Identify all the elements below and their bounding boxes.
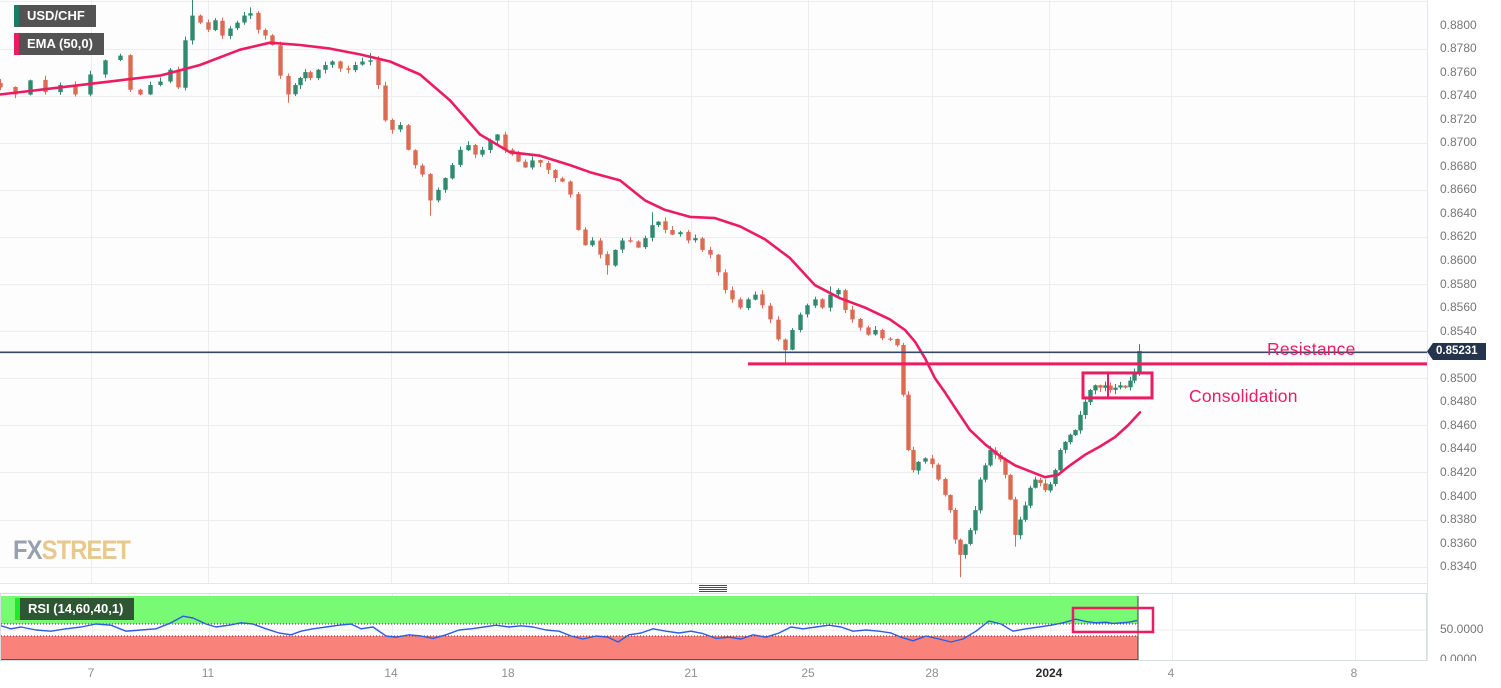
price-tick-label: 0.8540 xyxy=(1440,323,1477,338)
price-tick-label: 0.8680 xyxy=(1440,158,1477,173)
time-tick-label: 7 xyxy=(87,666,95,680)
price-tick-label: 0.8380 xyxy=(1440,512,1477,527)
time-axis[interactable]: 7 11 14 18 21 25 28 2024 4 8 xyxy=(0,661,1501,688)
price-tick-label: 0.8420 xyxy=(1440,464,1477,479)
time-tick-label: 21 xyxy=(684,666,698,680)
rsi-chart-canvas[interactable] xyxy=(1,594,1426,660)
symbol-legend[interactable]: USD/CHF xyxy=(14,5,96,27)
rsi-legend[interactable]: RSI (14,60,40,1) xyxy=(15,598,135,620)
symbol-legend-label: USD/CHF xyxy=(27,8,85,23)
price-tick-label: 0.8700 xyxy=(1440,135,1477,150)
current-price-badge: 0.85231 xyxy=(1427,343,1486,360)
rsi-legend-color-bar xyxy=(15,598,20,620)
price-tick-label: 0.8760 xyxy=(1440,64,1477,79)
pane-separator xyxy=(0,584,1427,593)
price-tick-label: 0.8720 xyxy=(1440,111,1477,126)
price-tick-label: 0.8800 xyxy=(1440,17,1477,32)
price-tick-label: 0.8360 xyxy=(1440,535,1477,550)
time-tick-label: 28 xyxy=(925,666,939,680)
time-tick-label: 11 xyxy=(201,666,215,680)
price-tick-label: 0.8500 xyxy=(1440,370,1477,385)
fxstreet-watermark-fx: FX xyxy=(13,535,42,565)
symbol-legend-color-bar xyxy=(14,5,19,27)
price-axis[interactable]: 0.85231 0.8800 0.8780 0.8760 0.8740 0.8720 0.… xyxy=(1427,0,1501,666)
price-tick-label: 0.8440 xyxy=(1440,441,1477,456)
price-tick-label: 0.8620 xyxy=(1440,229,1477,244)
time-tick-label: 4 xyxy=(1167,666,1175,680)
rsi-legend-label: RSI (14,60,40,1) xyxy=(28,601,124,616)
ema-legend-label: EMA (50,0) xyxy=(27,36,93,51)
price-tick-label: 0.8780 xyxy=(1440,41,1477,56)
price-tick-label: 0.8340 xyxy=(1440,559,1477,574)
price-tick-label: 0.8560 xyxy=(1440,300,1477,315)
price-tick-label: 0.8400 xyxy=(1440,488,1477,503)
resistance-annotation-label[interactable]: Resistance xyxy=(1267,339,1356,359)
price-pane[interactable]: USD/CHF EMA (50,0) Resistance Consolidat… xyxy=(0,0,1427,584)
time-tick-label: 14 xyxy=(384,666,398,680)
fxstreet-watermark: FXSTREET xyxy=(13,535,131,566)
time-tick-label: 8 xyxy=(1350,666,1358,680)
ema-legend-color-bar xyxy=(14,33,19,55)
time-tick-label: 18 xyxy=(501,666,515,680)
price-tick-label: 0.8460 xyxy=(1440,417,1477,432)
consolidation-annotation-label[interactable]: Consolidation xyxy=(1189,386,1298,406)
price-tick-label: 0.8600 xyxy=(1440,253,1477,267)
price-tick-label: 0.8580 xyxy=(1440,276,1477,291)
time-tick-label: 2024 xyxy=(1035,666,1063,680)
price-tick-label: 0.8660 xyxy=(1440,182,1477,197)
price-tick-label: 0.8740 xyxy=(1440,88,1477,103)
pane-resize-handle[interactable] xyxy=(699,585,727,592)
price-chart-canvas[interactable] xyxy=(0,0,1427,583)
rsi-tick-label: 50.0000 xyxy=(1440,622,1484,636)
price-tick-label: 0.8640 xyxy=(1440,205,1477,220)
time-tick-label: 25 xyxy=(801,666,815,680)
price-tick-label: 0.8480 xyxy=(1440,394,1477,409)
rsi-pane[interactable]: RSI (14,60,40,1) xyxy=(0,593,1427,661)
fxstreet-watermark-street: STREET xyxy=(41,535,131,565)
ema-legend[interactable]: EMA (50,0) xyxy=(14,33,104,55)
